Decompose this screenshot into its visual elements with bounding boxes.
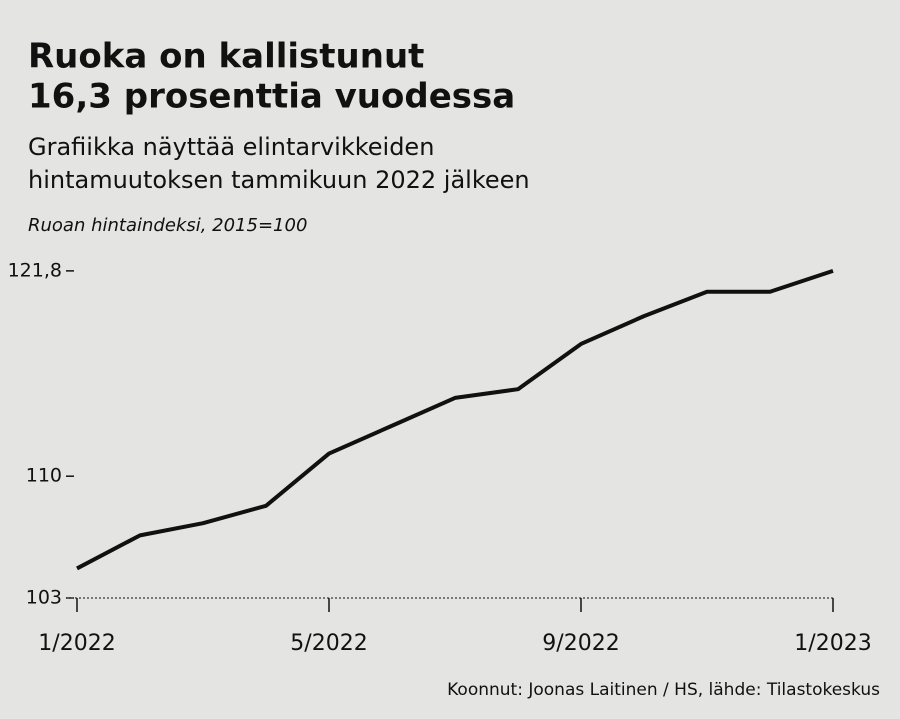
y-tick-label: 121,8 — [8, 259, 62, 281]
y-tick-label: 110 — [26, 465, 62, 487]
chart-title: 16,3 prosenttia vuodessa — [28, 77, 515, 117]
chart-title: Ruoka on kallistunut — [28, 37, 424, 77]
y-axis-label: Ruoan hintaindeksi, 2015=100 — [28, 215, 307, 236]
y-tick-label: 103 — [26, 587, 62, 609]
x-tick-label: 5/2022 — [290, 631, 367, 656]
source: Koonnut: Joonas Laitinen / HS, lähde: Ti… — [447, 680, 880, 700]
x-tick-label: 1/2022 — [38, 631, 115, 656]
x-tick-label: 9/2022 — [542, 631, 619, 656]
chart-subtitle: Grafiikka näyttää elintarvikkeiden — [28, 133, 434, 161]
chart-subtitle: hintamuutoksen tammikuun 2022 jälkeen — [28, 166, 530, 194]
data-line — [76, 268, 834, 571]
x-tick-label: 1/2023 — [794, 631, 871, 656]
